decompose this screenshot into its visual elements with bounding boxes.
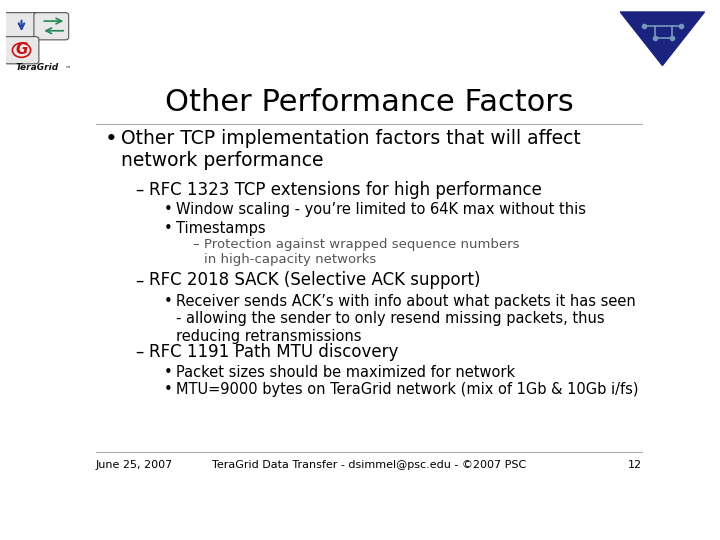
Text: MTU=9000 bytes on TeraGrid network (mix of 1Gb & 10Gb i/fs): MTU=9000 bytes on TeraGrid network (mix … <box>176 382 639 397</box>
Text: Other TCP implementation factors that will affect
network performance: Other TCP implementation factors that wi… <box>121 129 580 170</box>
Text: –: – <box>135 272 143 289</box>
Text: Window scaling - you’re limited to 64K max without this: Window scaling - you’re limited to 64K m… <box>176 202 587 218</box>
Text: ™: ™ <box>64 66 70 71</box>
Text: •: • <box>163 221 173 236</box>
Text: TeraGrid: TeraGrid <box>16 63 59 72</box>
Text: Other Performance Factors: Other Performance Factors <box>165 87 573 117</box>
Text: •: • <box>163 364 173 380</box>
Text: RFC 2018 SACK (Selective ACK support): RFC 2018 SACK (Selective ACK support) <box>148 272 480 289</box>
Text: –: – <box>135 181 143 199</box>
Text: Protection against wrapped sequence numbers
in high-capacity networks: Protection against wrapped sequence numb… <box>204 238 520 266</box>
Text: –: – <box>193 238 199 251</box>
Text: •: • <box>105 129 117 149</box>
Text: RFC 1191 Path MTU discovery: RFC 1191 Path MTU discovery <box>148 343 398 361</box>
FancyBboxPatch shape <box>34 12 68 40</box>
Text: Receiver sends ACK’s with info about what packets it has seen
- allowing the sen: Receiver sends ACK’s with info about wha… <box>176 294 636 343</box>
Text: •: • <box>163 202 173 218</box>
Text: 12: 12 <box>629 460 642 470</box>
Polygon shape <box>621 12 704 65</box>
Text: G: G <box>15 42 28 57</box>
Text: TeraGrid Data Transfer - dsimmel@psc.edu - ©2007 PSC: TeraGrid Data Transfer - dsimmel@psc.edu… <box>212 460 526 470</box>
FancyBboxPatch shape <box>4 12 39 40</box>
Text: Timestamps: Timestamps <box>176 221 266 236</box>
Text: –: – <box>135 343 143 361</box>
Text: RFC 1323 TCP extensions for high performance: RFC 1323 TCP extensions for high perform… <box>148 181 541 199</box>
Text: Packet sizes should be maximized for network: Packet sizes should be maximized for net… <box>176 364 516 380</box>
Text: •: • <box>163 294 173 309</box>
FancyBboxPatch shape <box>4 37 39 64</box>
Text: •: • <box>163 382 173 397</box>
Text: June 25, 2007: June 25, 2007 <box>96 460 173 470</box>
